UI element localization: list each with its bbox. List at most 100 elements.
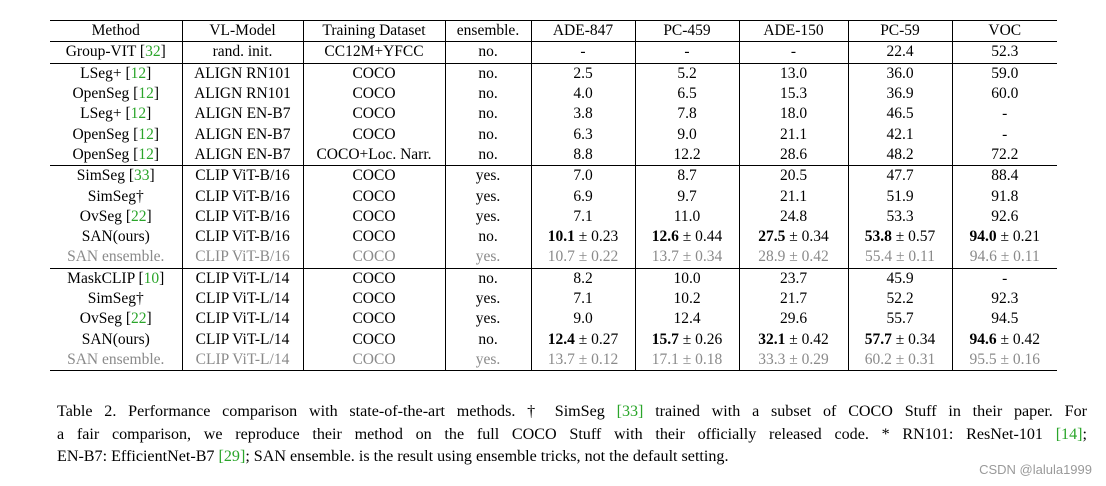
score-cell: 4.0 [530, 83, 635, 105]
column-header: PC-59 [847, 19, 952, 43]
table-row: SAN(ours) CLIP ViT-B/16 COCO no. 10.1 ± 0.23… [50, 226, 1057, 248]
score-cell: 21.1 [738, 124, 848, 145]
citation-link[interactable]: 12 [138, 125, 154, 143]
citation-link[interactable]: 12 [138, 145, 154, 163]
score-stddev: ± 0.18 [682, 350, 723, 368]
score-value: 15.7 [651, 330, 679, 348]
score-cell: 32.1 ± 0.42 [738, 329, 848, 350]
score-value: 9.0 [573, 310, 593, 328]
ensemble-cell: no. [444, 226, 531, 248]
citation-link[interactable]: 33 [134, 167, 150, 185]
method-name: SimSeg† [87, 187, 144, 205]
score-value: 88.4 [991, 167, 1019, 185]
watermark: CSDN @lalula1999 [979, 462, 1092, 477]
training-dataset-cell: COCO [302, 226, 445, 248]
column-header: ADE-847 [530, 19, 635, 43]
training-dataset-cell: COCO [302, 288, 445, 310]
score-value: - [684, 43, 690, 61]
citation-link[interactable]: 12 [130, 105, 147, 123]
table-row: SimSeg† CLIP ViT-L/14 COCO yes. 7.1 10.2 21.7 5… [50, 288, 1057, 310]
citation-link[interactable]: 12 [130, 64, 147, 82]
score-value: 52.2 [886, 290, 914, 307]
score-value: 5.2 [677, 64, 697, 82]
training-dataset-cell: COCO+Loc. Narr. [302, 144, 445, 166]
score-value: 95.5 [969, 350, 997, 368]
score-value: 24.8 [779, 207, 808, 225]
method-cell: OpenSeg [12] [72, 85, 160, 103]
score-value: 6.3 [573, 125, 593, 143]
method-cell: OpenSeg [12] [72, 125, 160, 143]
citation-link[interactable]: 32 [145, 43, 161, 61]
score-value: 18.0 [779, 105, 808, 123]
method-cell: SimSeg [33] [50, 165, 182, 187]
score-value: - [580, 43, 586, 61]
score-value: 9.0 [677, 125, 697, 143]
table-row: SimSeg† CLIP ViT-B/16 COCO yes. 6.9 9.7 21.1 51… [50, 186, 1057, 207]
score-value: 15.3 [779, 85, 808, 103]
citation-link[interactable]: [14] [1055, 425, 1083, 443]
score-cell: 23.7 [738, 267, 848, 289]
score-cell: 17.1 ± 0.18 [634, 349, 739, 372]
method-name: SimSeg [76, 167, 125, 185]
score-value: 10.1 [547, 228, 575, 246]
score-cell: 12.6 ± 0.44 [634, 226, 739, 248]
score-cell: 7.8 [634, 104, 739, 125]
citation-link[interactable]: 12 [138, 85, 154, 103]
score-value: 21.1 [779, 125, 808, 143]
method-name: OpenSeg [72, 125, 130, 143]
score-value: 94.6 [969, 248, 997, 266]
score-value: 12.4 [547, 330, 575, 348]
table-row: SimSeg [33] CLIP ViT-B/16 COCO yes. 7.0 8.7 20… [50, 165, 1057, 187]
method-cell: SAN(ours) [50, 227, 182, 247]
vl-model-cell: CLIP ViT-L/14 [181, 349, 303, 372]
method-cell: SAN(ours) [50, 329, 182, 349]
score-stddev: ± 0.44 [682, 228, 723, 246]
score-cell: 51.9 [847, 186, 952, 207]
citation-link[interactable]: 22 [131, 207, 147, 225]
score-cell: 59.0 [951, 62, 1057, 84]
score-cell: 92.6 [951, 206, 1057, 227]
citation-link[interactable]: 22 [131, 310, 147, 328]
score-cell: 57.7 ± 0.34 [847, 329, 952, 350]
score-value: 60.0 [991, 85, 1019, 103]
table-row: OpenSeg [12] ALIGN EN-B7 COCO+Loc. Narr. no… [50, 144, 1057, 166]
column-header: VL-Model [181, 19, 303, 43]
score-value: 8.8 [573, 145, 593, 163]
score-value: 8.7 [677, 167, 697, 185]
caption-text: EN-B7: EfficientNet-B7 [57, 448, 219, 465]
score-value: 91.8 [991, 187, 1019, 205]
method-cell: OvSeg [22] [79, 207, 152, 225]
score-stddev: ± 0.21 [1000, 228, 1040, 246]
vl-model-cell: CLIP ViT-L/14 [181, 267, 303, 289]
table-row: OpenSeg [12] ALIGN EN-B7 COCO no. 6.3 9.0 21.1… [50, 124, 1057, 145]
score-cell: 12.2 [634, 144, 739, 166]
score-value: 59.0 [991, 64, 1019, 82]
table-header-row: Method VL-Model Training Dataset ensembl… [50, 19, 1057, 43]
score-value: 48.2 [886, 145, 914, 163]
score-cell: 55.7 [847, 309, 952, 330]
score-stddev: ± 0.57 [895, 228, 936, 246]
citation-link[interactable]: 10 [143, 269, 160, 287]
score-value: 17.1 [651, 350, 679, 368]
score-cell: 92.3 [951, 288, 1057, 310]
score-cell: - [951, 267, 1057, 289]
score-value: 13.7 [651, 248, 679, 266]
citation-link[interactable]: [29] [218, 448, 246, 465]
citation-link[interactable]: [33] [616, 403, 644, 420]
score-stddev: ± 0.26 [682, 330, 723, 348]
ensemble-cell: yes. [444, 288, 531, 310]
score-cell: 13.7 ± 0.34 [634, 247, 739, 269]
vl-model-cell: CLIP ViT-B/16 [181, 226, 303, 248]
column-header: PC-459 [634, 19, 739, 43]
caption-line: EN-B7: EfficientNet-B7 [29]; SAN ensembl… [57, 446, 1087, 469]
score-value: - [1002, 269, 1008, 287]
score-stddev: ± 0.31 [895, 350, 936, 368]
method-cell: LSeg+ [12] [50, 62, 182, 84]
column-header: VOC [951, 19, 1057, 43]
score-stddev: ± 0.34 [682, 248, 723, 266]
score-cell: 91.8 [951, 186, 1057, 207]
score-cell: 9.0 [634, 124, 739, 145]
table-row: SAN ensemble. CLIP ViT-B/16 COCO yes. 10.7 ±… [50, 247, 1057, 269]
method-name: LSeg+ [80, 64, 122, 82]
score-value: 55.4 [865, 248, 893, 266]
